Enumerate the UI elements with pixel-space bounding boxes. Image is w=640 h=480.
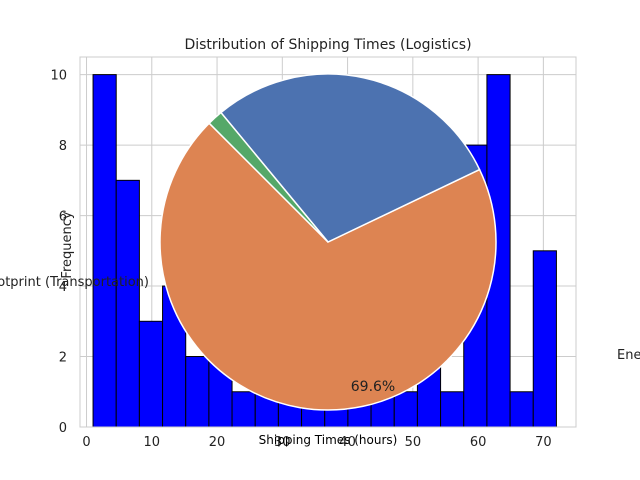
axes-frame	[79, 56, 577, 428]
x-axis-label: Shipping Times (hours)	[259, 433, 398, 447]
histogram-bar	[509, 391, 534, 428]
y-tick-label: 8	[59, 139, 67, 154]
histogram-bar	[138, 320, 164, 428]
histogram-bar	[115, 179, 140, 428]
histogram-bar	[393, 391, 418, 428]
histogram-bar	[185, 356, 210, 428]
y-tick-label: 10	[50, 69, 67, 84]
y-tick-labels: 0 2 4 6 8 10	[50, 69, 67, 436]
y-tick-label: 0	[59, 421, 67, 436]
pie-label-energy: Energy	[617, 348, 640, 363]
pie-slice	[208, 111, 329, 243]
pie-percent-label: 69.6%	[351, 379, 395, 395]
y-tick-label: 6	[59, 210, 67, 225]
x-tick-label: 20	[209, 435, 226, 450]
x-tick-label: 70	[535, 435, 552, 450]
x-tick-label: 60	[470, 435, 487, 450]
histogram-bar	[532, 250, 557, 428]
x-tick-label: 10	[144, 435, 161, 450]
pie-label-carbon-footprint: Carbon Footprint (Transportation)	[0, 275, 149, 290]
x-tick-label: 50	[405, 435, 422, 450]
pie-chart	[159, 73, 497, 411]
x-tick-labels: 0 10 20 30 40 50 60 70	[82, 435, 551, 450]
histogram-bar	[92, 74, 117, 428]
y-tick-label: 4	[59, 280, 67, 295]
pie-slice	[219, 73, 481, 243]
histogram-bar	[231, 391, 256, 428]
chart-title: Distribution of Shipping Times (Logistic…	[184, 37, 471, 53]
histogram-bar	[440, 391, 465, 428]
y-axis-label: Frequency	[60, 211, 75, 278]
x-tick-label: 0	[82, 435, 90, 450]
pie-slice	[159, 122, 497, 411]
x-tick-label: 30	[274, 435, 291, 450]
y-tick-label: 2	[59, 351, 67, 366]
x-tick-label: 40	[339, 435, 356, 450]
